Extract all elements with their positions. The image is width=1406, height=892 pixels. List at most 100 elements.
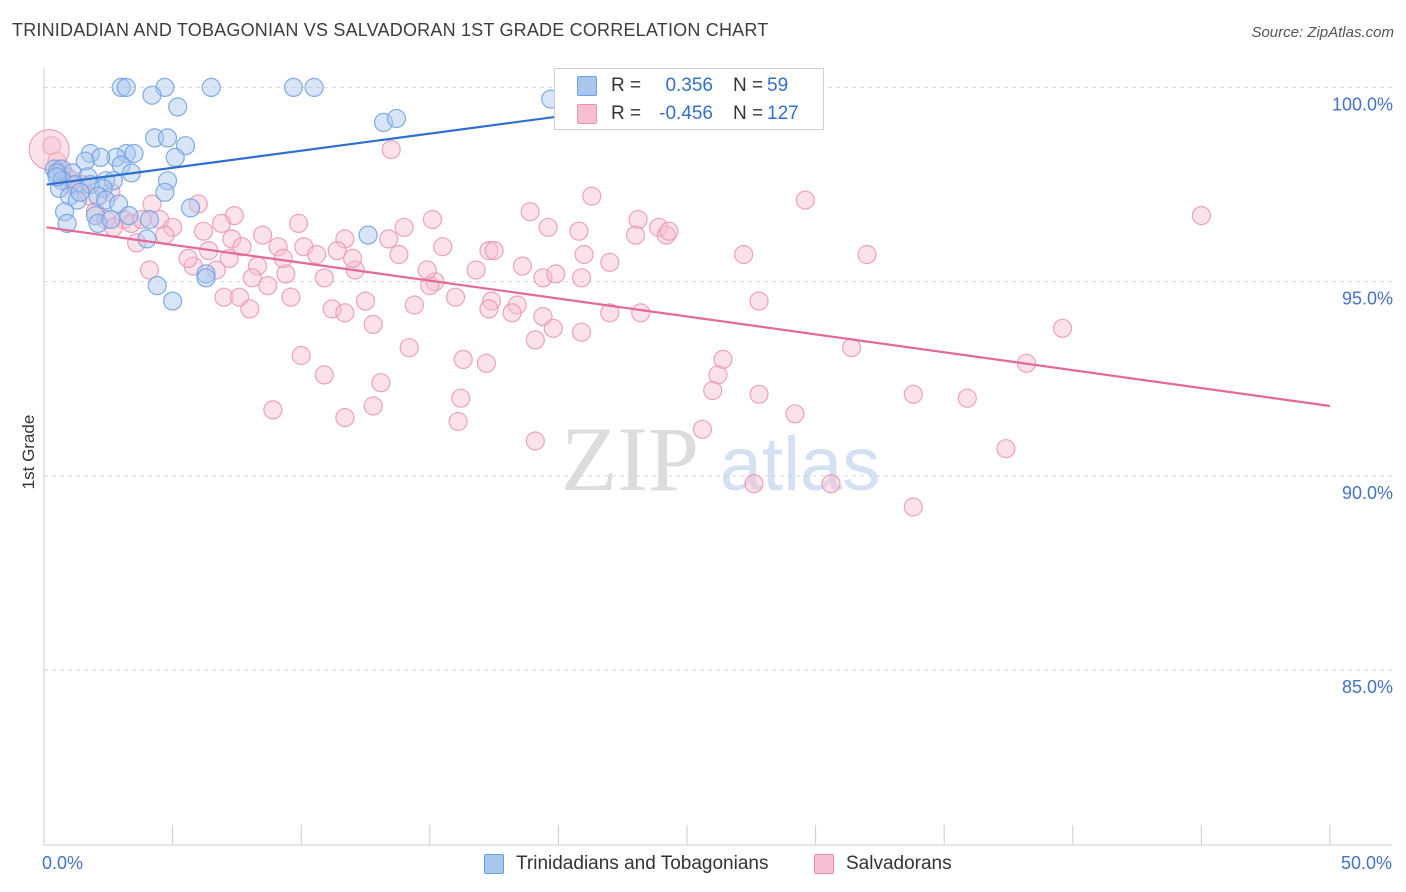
salvadorans-point (453, 349, 473, 369)
legend-r-value: -0.456 (659, 103, 713, 124)
salvadorans-point (314, 268, 334, 288)
y-tick-label: 100.0% (1332, 94, 1393, 114)
salvadorans-point (163, 217, 183, 237)
salvadorans-point (343, 248, 363, 268)
salvadorans-point (466, 260, 486, 280)
salvadorans-point (289, 213, 309, 233)
salvadorans-point (1191, 206, 1212, 226)
legend-r-value: 0.356 (665, 75, 713, 96)
trinidadians-point (157, 171, 178, 191)
salvadorans-point (322, 299, 342, 319)
salvadorans-point (744, 474, 764, 494)
salvadorans-point (538, 217, 558, 237)
salvadorans-point (479, 299, 499, 319)
salvadorans-point (512, 256, 533, 276)
chart-source: Source: ZipAtlas.com (1251, 24, 1394, 41)
salvadorans-point (381, 140, 401, 160)
y-tick-label: 95.0% (1342, 289, 1393, 309)
axis-labels: 100.0% 95.0% 90.0% 85.0% 0.0% 50.0% 1st Grade (19, 94, 1393, 873)
trinidadians-point (196, 268, 216, 288)
trinidadians-point (57, 213, 77, 233)
salvadorans-point (371, 373, 391, 393)
pink-swatch-icon (577, 104, 597, 124)
series-legend: Trinidadians and Tobagonians Salvadorans (0, 852, 1406, 878)
legend-n-label: N = (733, 103, 764, 124)
salvadorans-point (484, 241, 504, 261)
salvadorans-point (476, 353, 496, 373)
trinidadians-point (358, 225, 378, 245)
salvadorans-point (569, 221, 589, 241)
salvadorans-point (795, 190, 815, 210)
salvadorans-point (335, 229, 355, 249)
salvadorans-point (708, 365, 728, 385)
salvadorans-point (211, 213, 232, 233)
salvadorans-trend-line (46, 226, 1331, 408)
legend-n-value: 59 (767, 75, 789, 96)
x-tick-label: 0.0% (42, 853, 83, 873)
salvadorans-point (749, 384, 769, 404)
trinidadians-point (157, 128, 178, 148)
salvadorans-point (625, 225, 646, 245)
salvadorans-point (263, 400, 283, 420)
salvadorans-point (42, 136, 62, 156)
trinidadians-point (54, 202, 75, 222)
salvadorans-point (178, 248, 198, 268)
trinidadians-point (181, 198, 201, 218)
trinidadians-point (124, 143, 144, 164)
trinidadians-point (70, 182, 90, 202)
salvadorans-point (481, 291, 502, 311)
salvadorans-point (132, 209, 152, 230)
salvadorans-point (142, 194, 162, 214)
salvadorans-point (520, 202, 540, 222)
salvadorans-point (574, 244, 594, 265)
salvadorans-point (240, 299, 260, 319)
y-tick-label: 85.0% (1342, 677, 1393, 697)
salvadorans-point (121, 213, 141, 233)
salvadorans-point (692, 419, 713, 439)
salvadorans-point (957, 388, 977, 408)
trinidadians-point (147, 276, 167, 296)
trinidadians-points (44, 77, 785, 311)
salvadorans-point (525, 330, 545, 350)
trinidadians-point (101, 209, 121, 230)
trinidadians-point (139, 209, 160, 230)
salvadorans-point (857, 244, 877, 265)
x-tick-label: 50.0% (1341, 853, 1392, 873)
trinidadians-point (386, 108, 406, 129)
salvadorans-point (242, 268, 262, 288)
salvadorans-point (206, 260, 226, 280)
salvadorans-point (139, 260, 160, 280)
salvadorans-point (222, 229, 242, 249)
salvadorans-point (502, 303, 522, 323)
legend-r-label: R = (611, 103, 642, 124)
salvadorans-point (214, 287, 234, 307)
salvadorans-point (335, 303, 355, 323)
watermark: ZIP atlas (561, 408, 880, 510)
salvadorans-point (749, 291, 769, 311)
trinidadians-point (201, 77, 221, 98)
salvadorans-point (571, 322, 592, 342)
trinidadians-point (165, 147, 185, 167)
salvadorans-point (841, 338, 862, 358)
salvadorans-point (422, 209, 442, 230)
blue-swatch-icon (484, 854, 504, 874)
salvadorans-point (785, 404, 805, 424)
salvadorans-point (363, 314, 383, 334)
trinidadians-point (119, 206, 139, 226)
legend-item-label: Salvadorans (846, 853, 952, 874)
salvadorans-point (659, 221, 679, 241)
trinidadians-point (142, 85, 162, 105)
salvadorans-point (733, 244, 754, 265)
trinidadians-point (283, 77, 304, 98)
watermark-zip: ZIP (561, 408, 699, 510)
salvadorans-point (631, 303, 651, 323)
salvadorans-point (307, 244, 327, 265)
salvadorans-point (291, 345, 311, 366)
salvadorans-point (379, 229, 399, 249)
salvadorans-point (903, 384, 923, 404)
salvadorans-point (533, 268, 553, 288)
trinidadians-point (168, 97, 188, 117)
salvadorans-point (445, 287, 466, 307)
salvadorans-point (276, 264, 296, 284)
